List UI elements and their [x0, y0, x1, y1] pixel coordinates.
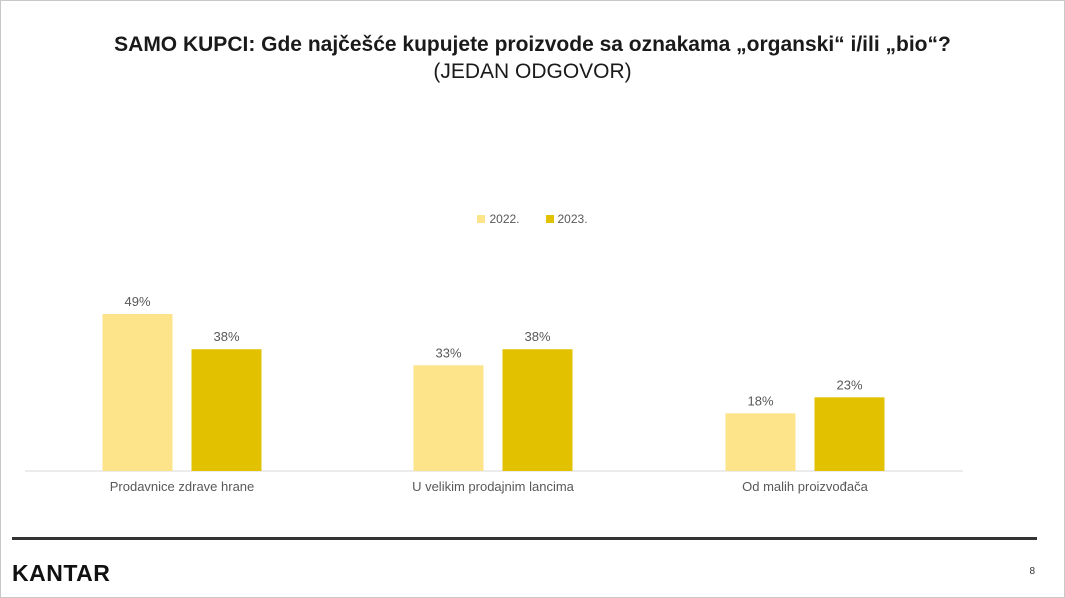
legend-label-2022: 2022.: [489, 212, 520, 226]
bar-2022-1: [413, 365, 484, 471]
bar-2023-0: [191, 349, 262, 471]
legend-label-2023: 2023.: [557, 212, 588, 226]
bar-2022-0: [102, 314, 173, 471]
legend-swatch-2023: [545, 215, 554, 223]
data-label: 49%: [124, 294, 150, 309]
category-label: U velikim prodajnim lancima: [412, 479, 575, 494]
data-label: 38%: [524, 329, 550, 344]
data-label: 33%: [435, 345, 461, 360]
legend-swatch-2022: [477, 215, 486, 223]
data-label: 23%: [836, 377, 862, 392]
chart-subtitle: (JEDAN ODGOVOR): [433, 60, 632, 83]
data-label: 38%: [213, 329, 239, 344]
data-label: 18%: [747, 393, 773, 408]
page-number: 8: [1029, 566, 1035, 577]
chart-legend: 2022. 2023.: [0, 212, 1065, 226]
chart-title: SAMO KUPCI: Gde najčešće kupujete proizv…: [114, 33, 951, 56]
bar-2023-1: [502, 349, 573, 471]
bar-2022-2: [725, 413, 796, 471]
kantar-logo: KANTAR: [12, 560, 111, 586]
category-label: Od malih proizvođača: [742, 479, 868, 494]
bar-2023-2: [814, 397, 885, 471]
legend-item-2023: 2023.: [545, 212, 588, 226]
footer-divider: [12, 537, 1037, 540]
category-label: Prodavnice zdrave hrane: [110, 479, 255, 494]
legend-item-2022: 2022.: [477, 212, 520, 226]
